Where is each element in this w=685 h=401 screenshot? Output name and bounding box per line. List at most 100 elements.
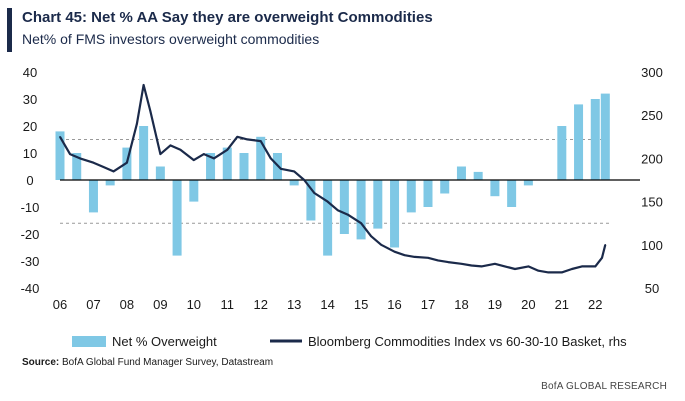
bar-30 [557, 126, 567, 180]
bar-23 [440, 180, 450, 194]
reference-lines [60, 139, 612, 224]
bar-18 [356, 180, 366, 240]
line-point-0 [59, 136, 61, 138]
source-text: BofA Global Fund Manager Survey, Datastr… [62, 357, 274, 368]
commodities-index-line [59, 83, 607, 274]
bar-17 [339, 180, 349, 234]
line-point-7 [136, 123, 138, 125]
line-point-2 [79, 157, 81, 160]
bar-14 [289, 180, 299, 186]
line-point-41 [504, 265, 506, 268]
line-point-21 [280, 167, 282, 170]
line-point-36 [447, 261, 449, 263]
bar-24 [456, 166, 466, 180]
right-tick-3: 150 [641, 195, 663, 210]
bar-8 [189, 180, 199, 202]
line-point-28 [360, 222, 362, 224]
line-point-49 [594, 265, 597, 268]
line-point-34 [427, 256, 429, 259]
bar-12 [256, 136, 266, 180]
x-tick-11: 17 [421, 297, 435, 312]
x-tick-9: 15 [354, 297, 368, 312]
line-point-42 [514, 268, 516, 270]
line-point-27 [346, 213, 349, 216]
line-point-31 [393, 250, 396, 253]
x-tick-15: 21 [555, 297, 569, 312]
line-point-3 [92, 161, 95, 164]
line-point-24 [313, 192, 316, 194]
line-point-13 [193, 159, 195, 161]
left-tick-7: -30 [21, 254, 40, 269]
line-point-50 [601, 256, 603, 259]
bar-11 [239, 153, 249, 180]
right-axis-ticks: 300 250 200 150 100 50 [641, 65, 663, 296]
line-point-29 [370, 235, 372, 237]
bar-6 [155, 166, 165, 180]
line-point-19 [259, 140, 262, 142]
right-tick-2: 200 [641, 151, 663, 166]
legend-label-line: Bloomberg Commodities Index vs 60-30-10 … [308, 334, 627, 349]
x-axis-ticks: 06 07 08 09 10 11 12 13 14 15 16 17 18 19 20 21 22 [53, 297, 603, 312]
line-point-46 [561, 271, 563, 274]
line-point-51 [604, 244, 607, 246]
x-tick-2: 08 [120, 297, 134, 312]
line-point-10 [159, 153, 162, 155]
right-tick-0: 300 [641, 65, 663, 80]
x-tick-14: 20 [521, 297, 535, 312]
right-tick-5: 50 [645, 281, 659, 296]
bar-10 [222, 147, 232, 180]
bar-2 [88, 180, 98, 213]
bars-series [55, 93, 610, 256]
left-tick-4: 0 [26, 173, 33, 188]
right-tick-1: 250 [641, 108, 663, 123]
x-tick-10: 16 [387, 297, 401, 312]
brand-label: BofA GLOBAL RESEARCH [541, 381, 667, 392]
x-tick-5: 11 [221, 297, 235, 312]
line-point-44 [537, 269, 540, 272]
line-point-8 [142, 84, 145, 86]
x-tick-13: 19 [488, 297, 502, 312]
line-point-35 [437, 259, 439, 262]
line-point-12 [179, 148, 182, 151]
line-point-9 [149, 110, 152, 112]
x-tick-3: 09 [153, 297, 167, 312]
bar-27 [507, 180, 517, 207]
bar-25 [473, 171, 483, 180]
bar-15 [306, 180, 316, 221]
x-tick-4: 10 [187, 297, 201, 312]
line-point-11 [169, 144, 172, 147]
bar-5 [139, 126, 149, 180]
bar-32 [590, 99, 600, 180]
bar-33 [600, 93, 610, 180]
left-tick-0: 40 [23, 65, 37, 80]
bar-20 [390, 180, 400, 248]
accent-bar [7, 8, 12, 52]
bar-16 [323, 180, 333, 256]
line-point-26 [336, 209, 339, 212]
left-tick-1: 30 [23, 92, 37, 107]
line-point-5 [112, 170, 115, 173]
line-point-47 [571, 268, 573, 270]
line-point-32 [403, 254, 406, 256]
x-tick-16: 22 [588, 297, 602, 312]
bar-22 [423, 180, 433, 207]
bar-19 [373, 180, 383, 229]
line-point-48 [581, 265, 583, 268]
x-tick-1: 07 [86, 297, 100, 312]
line-point-33 [413, 256, 416, 258]
line-point-1 [69, 153, 71, 155]
line-point-20 [269, 157, 272, 160]
right-tick-4: 100 [641, 238, 663, 253]
chart-title: Chart 45: Net % AA Say they are overweig… [22, 9, 433, 26]
line-point-16 [226, 148, 229, 151]
source-note: Source: BofA Global Fund Manager Survey,… [22, 357, 273, 368]
legend-swatch-bars [72, 336, 106, 347]
line-point-30 [380, 244, 382, 246]
left-tick-5: -10 [21, 200, 40, 215]
left-tick-8: -40 [21, 281, 40, 296]
line-point-6 [126, 161, 128, 164]
bar-0 [55, 131, 65, 180]
line-point-14 [203, 153, 205, 155]
left-tick-2: 20 [23, 119, 37, 134]
left-axis-ticks: 40 30 20 10 0 -10 -20 -30 -40 [21, 65, 40, 296]
